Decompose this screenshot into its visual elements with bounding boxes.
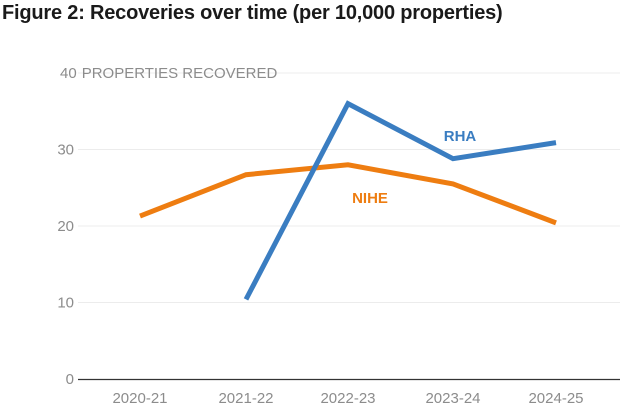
x-tick-label: 2024-25 (528, 390, 583, 407)
x-tick-label: 2022-23 (320, 390, 375, 407)
y-axis-label: PROPERTIES RECOVERED (82, 65, 278, 82)
series-line-rha (243, 100, 557, 301)
y-tick-label: 40 PROPERTIES RECOVERED (60, 65, 277, 82)
y-tick-label: 20 (57, 218, 74, 235)
series-label-rha: RHA (444, 128, 477, 145)
x-tick-labels: 2020-21 2021-22 2022-23 2023-24 2024-25 (112, 390, 583, 407)
series-labels: NIHE RHA (352, 128, 476, 207)
y-tick-label: 10 (57, 295, 74, 312)
y-tick-labels: 0 10 20 30 40 PROPERTIES RECOVERED (57, 65, 277, 388)
x-tick-label: 2021-22 (218, 390, 273, 407)
x-tick-label: 2020-21 (112, 390, 167, 407)
chart-title: Figure 2: Recoveries over time (per 10,0… (2, 2, 503, 24)
series-label-nihe: NIHE (352, 190, 388, 207)
y-tick-label: 0 (66, 371, 74, 388)
series-lines (139, 100, 557, 301)
x-tick-label: 2023-24 (425, 390, 480, 407)
series-line-nihe (139, 162, 557, 226)
gridlines (78, 72, 620, 303)
y-tick-label: 30 (57, 142, 74, 159)
